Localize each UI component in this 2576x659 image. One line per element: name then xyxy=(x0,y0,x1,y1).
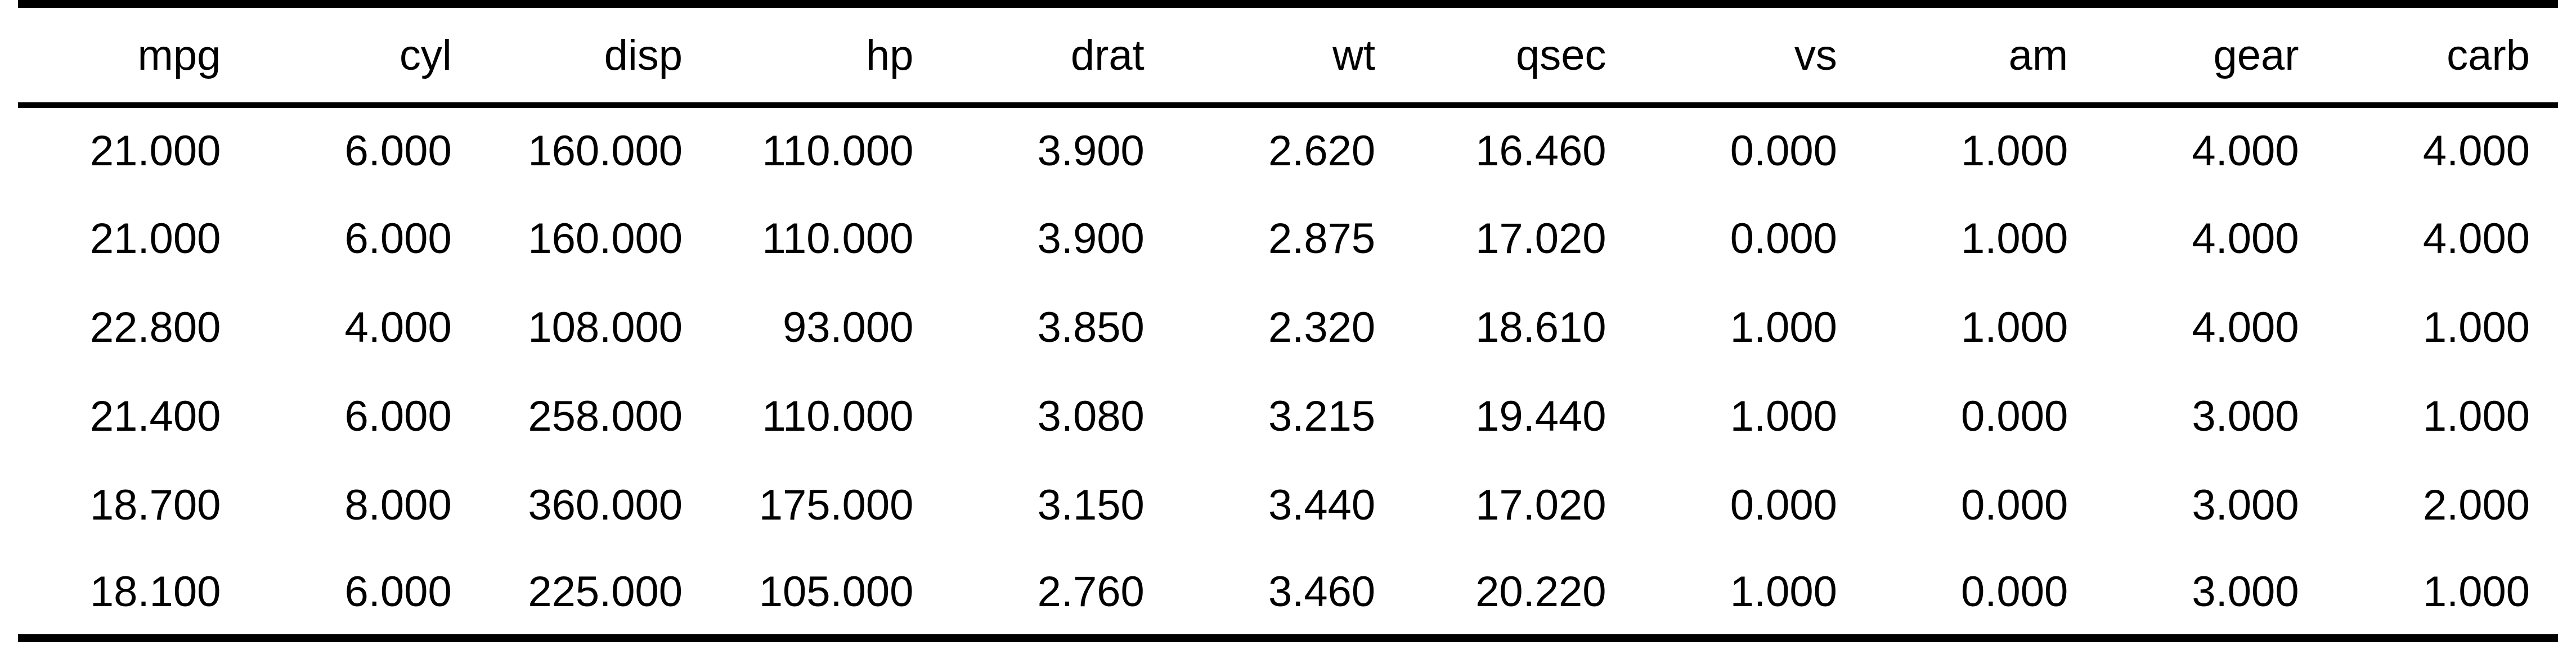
column-header-qsec: qsec xyxy=(1403,0,1635,108)
table-cell: 4.000 xyxy=(344,303,452,351)
table-cell: 110.000 xyxy=(762,214,914,263)
table-cell: 3.850 xyxy=(1037,303,1145,351)
table-header: mpg cyl disp hp drat wt qsec vs am gear … xyxy=(18,0,2558,108)
table-cell: 0.000 xyxy=(1730,481,1837,529)
table-cell: 258.000 xyxy=(528,392,683,440)
table-cell: 3.000 xyxy=(2192,481,2299,529)
table-cell: 3.000 xyxy=(2096,549,2327,642)
data-table: mpg cyl disp hp drat wt qsec vs am gear … xyxy=(18,0,2558,642)
table-cell: 93.000 xyxy=(782,303,914,351)
table-container: mpg cyl disp hp drat wt qsec vs am gear … xyxy=(18,0,2558,642)
table-cell: 2.620 xyxy=(1268,127,1376,175)
table-cell: 110.000 xyxy=(762,127,914,175)
column-header-gear: gear xyxy=(2096,0,2327,108)
table-cell: 160.000 xyxy=(528,214,683,263)
table-row: 21.000 6.000 160.000 110.000 3.900 2.620… xyxy=(18,105,2558,194)
table-cell: 21.000 xyxy=(89,214,221,263)
table-cell: 8.000 xyxy=(344,481,452,529)
column-header-am: am xyxy=(1865,0,2097,108)
table-cell: 1.000 xyxy=(2422,392,2530,440)
column-header-hp: hp xyxy=(711,0,942,108)
table-body: 21.000 6.000 160.000 110.000 3.900 2.620… xyxy=(18,105,2558,642)
table-cell: 105.000 xyxy=(711,549,942,642)
table-cell: 17.020 xyxy=(1475,481,1606,529)
table-cell: 1.000 xyxy=(1961,214,2068,263)
column-header-mpg: mpg xyxy=(18,0,249,108)
table-row: 21.000 6.000 160.000 110.000 3.900 2.875… xyxy=(18,194,2558,283)
table-cell: 360.000 xyxy=(528,481,683,529)
table-cell: 4.000 xyxy=(2192,303,2299,351)
table-cell: 3.215 xyxy=(1268,392,1376,440)
table-row: 18.700 8.000 360.000 175.000 3.150 3.440… xyxy=(18,461,2558,549)
table-cell: 18.610 xyxy=(1475,303,1606,351)
table-cell: 2.320 xyxy=(1268,303,1376,351)
table-cell: 6.000 xyxy=(249,549,480,642)
table-cell: 0.000 xyxy=(1961,481,2068,529)
table-cell: 1.000 xyxy=(1730,303,1837,351)
table-cell: 3.900 xyxy=(1037,214,1145,263)
header-row: mpg cyl disp hp drat wt qsec vs am gear … xyxy=(18,0,2558,108)
table-cell: 108.000 xyxy=(528,303,683,351)
column-header-cyl: cyl xyxy=(249,0,480,108)
column-header-drat: drat xyxy=(941,0,1173,108)
table-cell: 22.800 xyxy=(89,303,221,351)
table-cell: 6.000 xyxy=(344,127,452,175)
table-cell: 1.000 xyxy=(2422,303,2530,351)
table-cell: 16.460 xyxy=(1475,127,1606,175)
table-row: 22.800 4.000 108.000 93.000 3.850 2.320 … xyxy=(18,283,2558,372)
table-cell: 0.000 xyxy=(1730,127,1837,175)
table-cell: 2.000 xyxy=(2422,481,2530,529)
table-cell: 1.000 xyxy=(2327,549,2558,642)
table-cell: 19.440 xyxy=(1475,392,1606,440)
table-cell: 1.000 xyxy=(1634,549,1865,642)
table-cell: 21.400 xyxy=(89,392,221,440)
table-cell: 0.000 xyxy=(1865,549,2097,642)
table-cell: 18.100 xyxy=(18,549,249,642)
column-header-disp: disp xyxy=(479,0,711,108)
table-cell: 3.440 xyxy=(1268,481,1376,529)
table-cell: 21.000 xyxy=(89,127,221,175)
table-cell: 2.875 xyxy=(1268,214,1376,263)
table-cell: 17.020 xyxy=(1475,214,1606,263)
table-cell: 0.000 xyxy=(1961,392,2068,440)
table-cell: 1.000 xyxy=(1961,303,2068,351)
table-row: 18.100 6.000 225.000 105.000 2.760 3.460… xyxy=(18,549,2558,642)
table-cell: 3.080 xyxy=(1037,392,1145,440)
table-cell: 6.000 xyxy=(344,392,452,440)
table-cell: 1.000 xyxy=(1961,127,2068,175)
table-cell: 0.000 xyxy=(1730,214,1837,263)
table-row: 21.400 6.000 258.000 110.000 3.080 3.215… xyxy=(18,372,2558,461)
table-cell: 110.000 xyxy=(762,392,914,440)
table-cell: 4.000 xyxy=(2192,127,2299,175)
table-cell: 225.000 xyxy=(479,549,711,642)
table-cell: 160.000 xyxy=(528,127,683,175)
column-header-vs: vs xyxy=(1634,0,1865,108)
table-cell: 3.460 xyxy=(1172,549,1404,642)
table-cell: 175.000 xyxy=(759,481,914,529)
column-header-carb: carb xyxy=(2327,0,2558,108)
column-header-wt: wt xyxy=(1172,0,1404,108)
table-cell: 6.000 xyxy=(344,214,452,263)
table-cell: 3.900 xyxy=(1037,127,1145,175)
table-cell: 18.700 xyxy=(89,481,221,529)
table-cell: 4.000 xyxy=(2422,127,2530,175)
table-cell: 3.150 xyxy=(1037,481,1145,529)
table-cell: 20.220 xyxy=(1403,549,1635,642)
table-cell: 4.000 xyxy=(2422,214,2530,263)
table-cell: 2.760 xyxy=(941,549,1173,642)
table-cell: 3.000 xyxy=(2192,392,2299,440)
table-cell: 4.000 xyxy=(2192,214,2299,263)
table-cell: 1.000 xyxy=(1730,392,1837,440)
